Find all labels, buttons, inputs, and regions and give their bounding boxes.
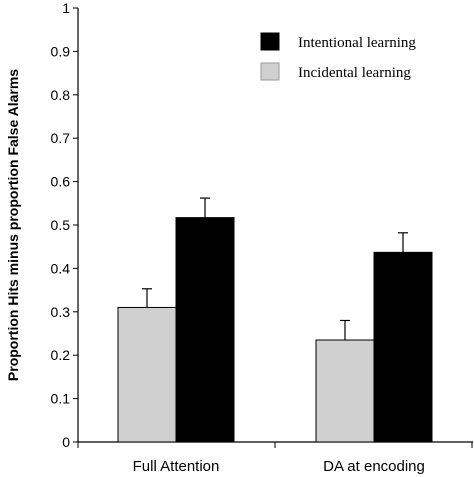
y-tick-label: 0.1 (51, 391, 71, 407)
y-tick-label: 1 (62, 0, 70, 16)
bar-incidental (315, 339, 375, 443)
y-tick-label: 0.8 (51, 87, 71, 103)
legend-swatch (260, 32, 280, 51)
legend-label: Incidental learning (298, 65, 411, 81)
y-tick-label: 0.6 (51, 174, 71, 190)
bar-intentional (175, 217, 235, 443)
bar-incidental (117, 306, 177, 443)
bar-intentional (373, 251, 433, 443)
x-category-label: Full Attention (133, 458, 220, 475)
legend: Intentional learning Incidental learning (260, 32, 416, 81)
y-axis-title: Proportion Hits minus proportion False A… (5, 69, 21, 381)
legend-label: Intentional learning (298, 35, 416, 51)
y-tick-label: 0.5 (51, 217, 71, 233)
x-category-label: DA at encoding (323, 458, 425, 475)
y-tick-label: 0.3 (51, 304, 71, 320)
y-tick-label: 0.4 (51, 260, 71, 276)
y-tick-label: 0.2 (51, 347, 71, 363)
y-tick-label: 0 (62, 434, 70, 450)
y-tick-label: 0.9 (51, 43, 71, 59)
y-tick-label: 0.7 (51, 130, 71, 146)
legend-swatch (260, 62, 280, 81)
plot-area: 0 0.1 0.2 0.3 0.4 0.5 0.6 0.7 0.8 0.9 1 Full Attent… (51, 0, 473, 475)
